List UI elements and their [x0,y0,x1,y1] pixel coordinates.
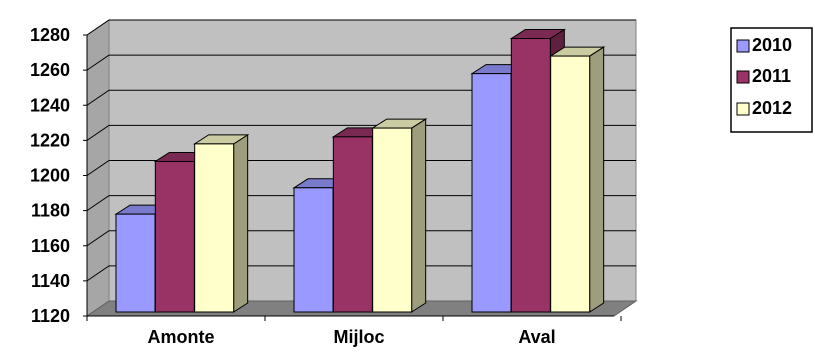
gridline [86,265,636,282]
gridline [86,195,636,212]
gridlines [86,19,636,282]
x-tick-label: Mijloc [333,327,384,347]
legend-label-2011: 2011 [752,66,791,86]
gridline [86,19,636,36]
gridline [86,54,636,71]
y-tick-labels: 1120 1140 1160 1180 1200 1220 1240 1260 1280 [30,25,70,326]
gridline [86,89,636,106]
x-tick-label: Amonte [148,327,215,347]
bar-2012-amonte [192,133,250,313]
gridline [86,124,636,141]
y-tick-label: 1180 [31,201,70,221]
gridline [86,230,636,247]
legend-swatch-2010 [736,39,750,53]
bar-2012-aval [548,46,606,313]
legend-swatch-2011 [736,70,750,84]
legend: 2010 2011 2012 [730,27,813,133]
y-tick-label: 1220 [30,130,70,150]
y-tick-label: 1120 [31,306,70,326]
legend-swatch-2012 [736,102,750,116]
y-tick-label: 1140 [31,271,70,291]
y-tick-label: 1280 [30,25,70,45]
bars [114,28,606,313]
y-tick-label: 1200 [30,166,70,186]
y-tick-label: 1160 [31,236,70,256]
axes [83,34,622,321]
x-tick-label: Aval [518,327,555,347]
y-tick-label: 1260 [30,60,70,80]
x-tick-labels: Amonte Mijloc Aval [148,327,556,347]
gridline [86,160,636,176]
y-tick-label: 1240 [30,95,70,115]
legend-label-2010: 2010 [752,35,792,55]
legend-label-2012: 2012 [752,98,792,118]
bar-2012-mijloc [370,118,428,313]
